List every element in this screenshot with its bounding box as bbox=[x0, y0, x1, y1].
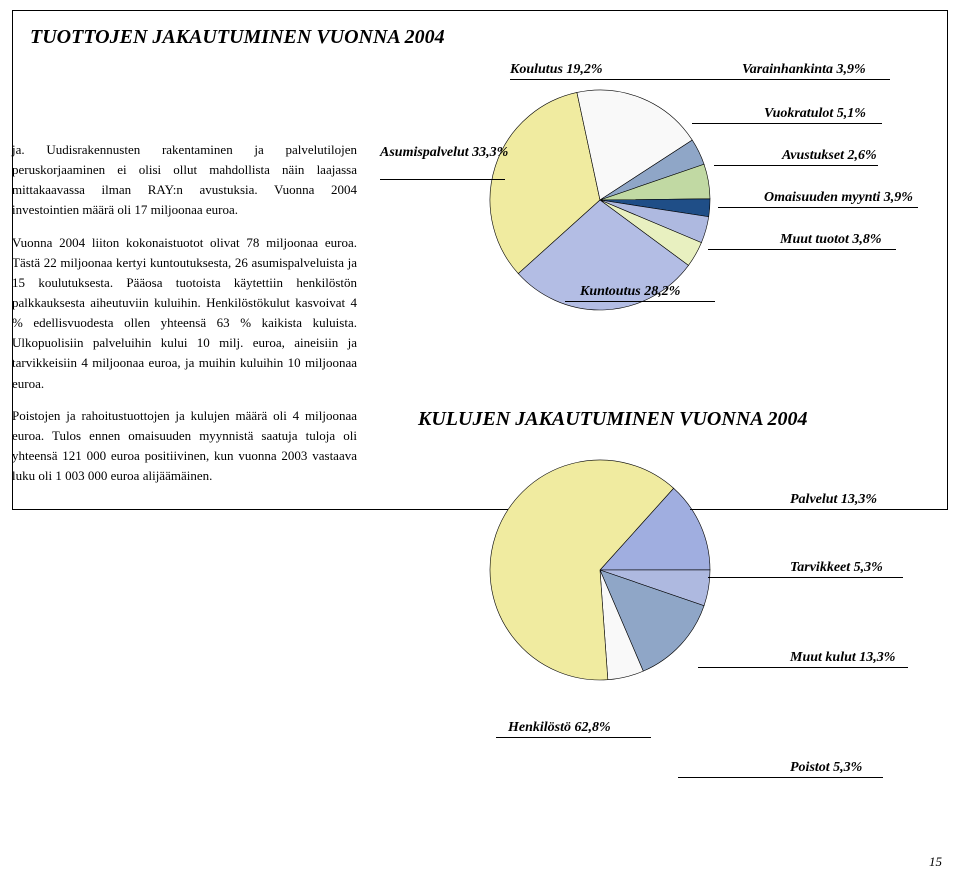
page-number: 15 bbox=[929, 854, 942, 870]
slice-label-asumispalvelut: Asumispalvelut 33,3% bbox=[380, 145, 480, 162]
chart2-title: KULUJEN JAKAUTUMINEN VUONNA 2004 bbox=[418, 408, 808, 431]
body-text: ja. Uudisrakennusten rakentaminen ja pal… bbox=[12, 140, 357, 498]
slice-label-vuokratulot: Vuokratulot 5,1% bbox=[764, 106, 866, 122]
slice-label-koulutus: Koulutus 19,2% bbox=[510, 62, 700, 78]
slice-label-tarvikkeet: Tarvikkeet 5,3% bbox=[790, 560, 883, 576]
paragraph-1: ja. Uudisrakennusten rakentaminen ja pal… bbox=[12, 140, 357, 221]
slice-label-muut-kulut: Muut kulut 13,3% bbox=[790, 650, 895, 666]
slice-label-poistot: Poistot 5,3% bbox=[790, 760, 862, 776]
pie-chart-kulut bbox=[480, 450, 720, 690]
chart1-title: TUOTTOJEN JAKAUTUMINEN VUONNA 2004 bbox=[30, 26, 445, 49]
slice-label-muut-tuotot: Muut tuotot 3,8% bbox=[780, 232, 882, 248]
slice-label-varainhankinta: Varainhankinta 3,9% bbox=[742, 62, 866, 78]
slice-label-omaisuuden: Omaisuuden myynti 3,9% bbox=[764, 190, 913, 206]
paragraph-2: Vuonna 2004 liiton kokonaistuotot olivat… bbox=[12, 233, 357, 394]
slice-label-avustukset: Avustukset 2,6% bbox=[782, 148, 877, 164]
slice-label-henkilosto: Henkilöstö 62,8% bbox=[508, 720, 611, 736]
slice-label-kuntoutus: Kuntoutus 28,2% bbox=[580, 284, 680, 300]
paragraph-3: Poistojen ja rahoitustuottojen ja kuluje… bbox=[12, 406, 357, 487]
slice-label-palvelut: Palvelut 13,3% bbox=[790, 492, 877, 508]
